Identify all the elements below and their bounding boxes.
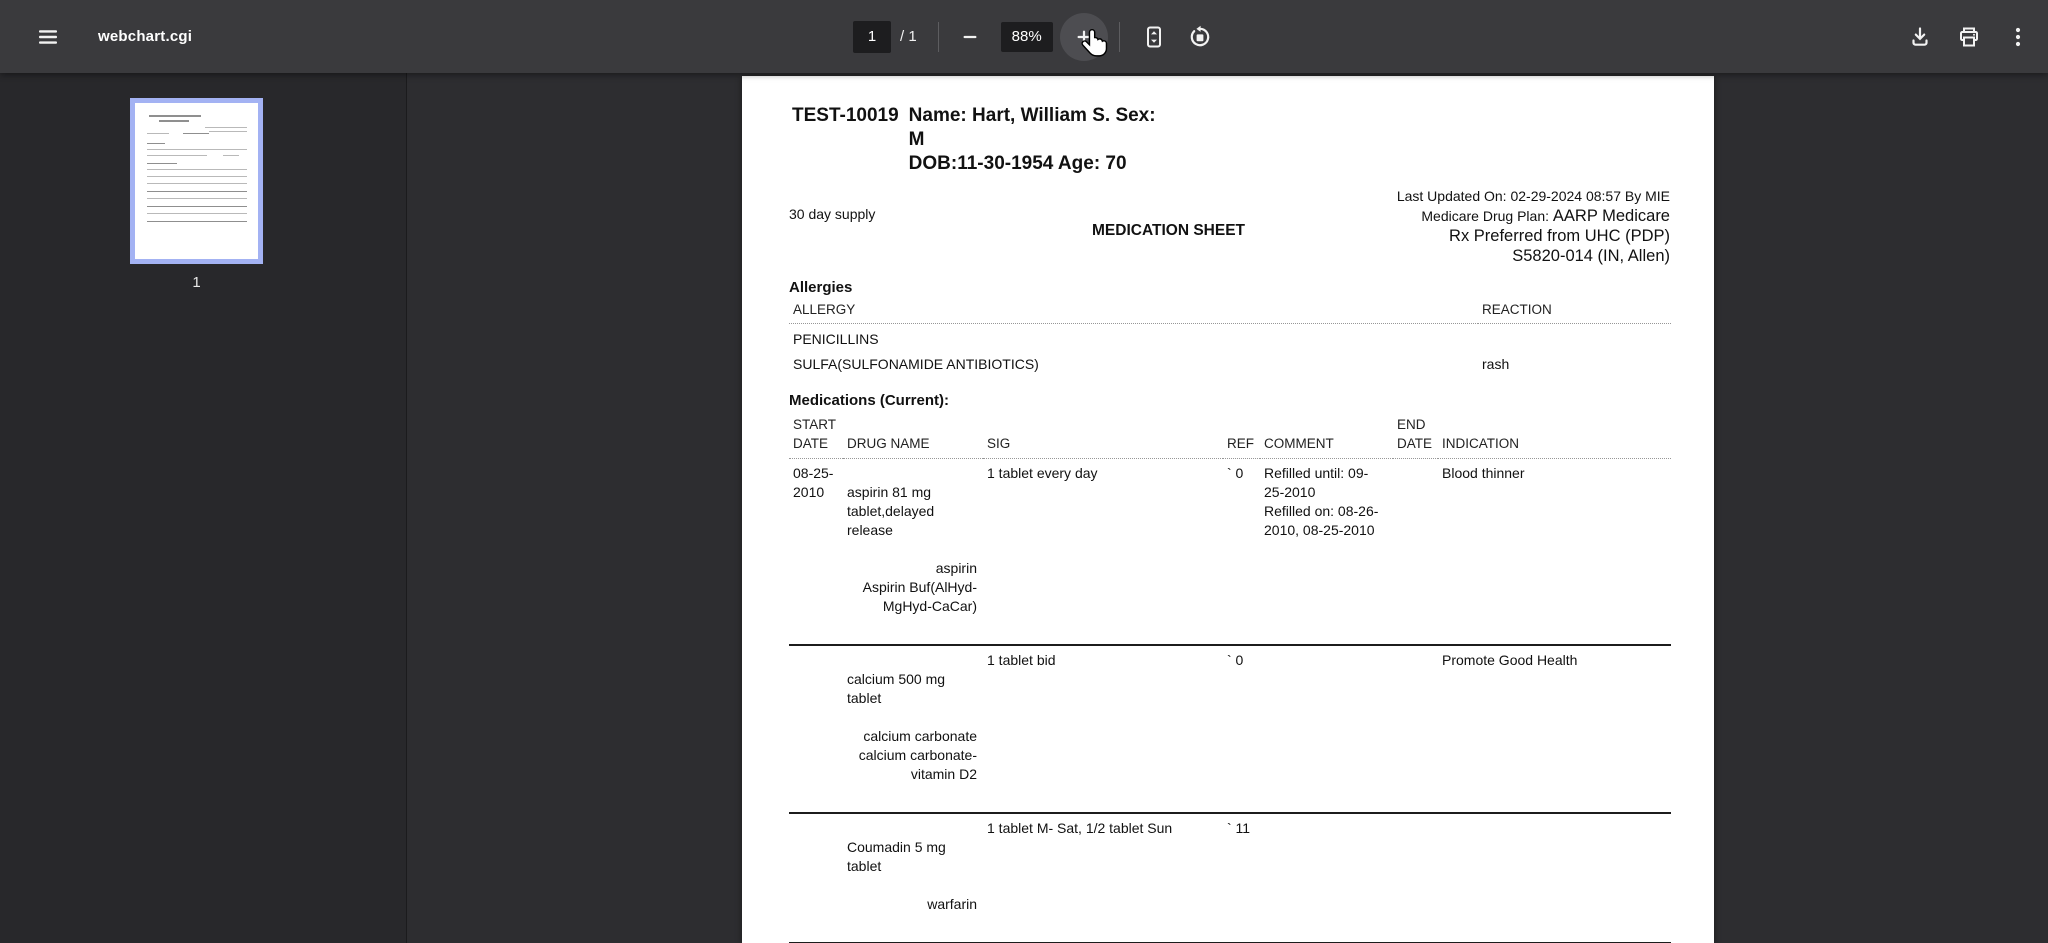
document-meta: Last Updated On: 02-29-2024 08:57 By MIE… bbox=[1397, 186, 1670, 266]
fit-page-button[interactable] bbox=[1136, 19, 1172, 55]
plan-value-3: S5820-014 (IN, Allen) bbox=[1512, 247, 1670, 265]
patient-details: Name: Hart, William S. Sex: M DOB:11-30-… bbox=[908, 105, 1156, 174]
rotate-ccw-icon bbox=[1188, 25, 1212, 49]
thumbnail-selection-border bbox=[130, 98, 263, 264]
allergy-row: PENICILLINS bbox=[789, 324, 1671, 350]
zoom-in-button[interactable] bbox=[1066, 19, 1102, 55]
download-button[interactable] bbox=[1902, 19, 1938, 55]
med-drug-cell: Coumadin 5 mg tablet warfarin bbox=[843, 813, 983, 943]
med-end-date bbox=[1393, 813, 1438, 943]
med-start-date bbox=[789, 813, 843, 943]
col-indication: INDICATION bbox=[1438, 413, 1671, 459]
med-drug-name: Coumadin 5 mg tablet bbox=[847, 839, 946, 874]
med-indication: Blood thinner bbox=[1438, 458, 1671, 646]
plan-value-2: Rx Preferred from UHC (PDP) bbox=[1449, 227, 1670, 245]
col-drug-name: DRUG NAME bbox=[843, 413, 983, 459]
med-drug-generic: warfarin bbox=[927, 896, 977, 912]
med-drug-cell: aspirin 81 mg tablet,delayed release asp… bbox=[843, 458, 983, 646]
med-comment bbox=[1260, 813, 1393, 943]
medications-body: 08-25-2010 aspirin 81 mg tablet,delayed … bbox=[789, 458, 1671, 943]
thumbnail-page-preview bbox=[135, 103, 258, 259]
more-options-button[interactable] bbox=[2000, 19, 2036, 55]
allergy-name: SULFA(SULFONAMIDE ANTIBIOTICS) bbox=[793, 356, 1039, 372]
page-number-input[interactable] bbox=[853, 20, 891, 53]
document-page: TEST-10019 Name: Hart, William S. Sex: M… bbox=[742, 76, 1714, 943]
med-drug-generic: aspirin Aspirin Buf(AlHyd-MgHyd-CaCar) bbox=[862, 560, 977, 614]
rotate-ccw-button[interactable] bbox=[1182, 19, 1218, 55]
med-sig: 1 tablet every day bbox=[983, 458, 1223, 646]
allergy-name: PENICILLINS bbox=[793, 331, 879, 347]
zoom-out-icon bbox=[959, 26, 981, 48]
document-title: webchart.cgi bbox=[98, 28, 193, 45]
thumbnail-sidebar: 1 bbox=[0, 73, 407, 943]
col-ref: REF bbox=[1223, 413, 1260, 459]
med-sig: 1 tablet M- Sat, 1/2 tablet Sun bbox=[983, 813, 1223, 943]
med-start-date: 08-25-2010 bbox=[789, 458, 843, 646]
medications-section: Medications (Current): START DATE DRUG N… bbox=[789, 392, 1673, 943]
med-ref: ` 11 bbox=[1223, 813, 1260, 943]
medications-heading: Medications (Current): bbox=[789, 392, 950, 409]
zoom-in-hover-highlight bbox=[1059, 12, 1108, 61]
plan-label: Medicare Drug Plan: bbox=[1421, 208, 1553, 224]
menu-button[interactable] bbox=[30, 19, 66, 55]
med-sig: 1 tablet bid bbox=[983, 645, 1223, 814]
medication-row: calcium 500 mg tablet calcium carbonate … bbox=[789, 645, 1671, 814]
med-drug-name: calcium 500 mg tablet bbox=[847, 671, 946, 706]
reaction-column-header: REACTION bbox=[1478, 300, 1671, 324]
col-sig: SIG bbox=[983, 413, 1223, 459]
toolbar-divider bbox=[937, 21, 939, 52]
toolbar: webchart.cgi / 1 88% bbox=[0, 0, 2048, 73]
allergies-heading: Allergies bbox=[789, 279, 853, 296]
med-end-date bbox=[1393, 458, 1438, 646]
allergy-column-header: ALLERGY bbox=[789, 300, 1478, 324]
print-button[interactable] bbox=[1951, 19, 1987, 55]
med-indication: Promote Good Health bbox=[1438, 645, 1671, 814]
med-comment bbox=[1260, 645, 1393, 814]
allergy-row: SULFA(SULFONAMIDE ANTIBIOTICS) rash bbox=[789, 349, 1671, 374]
zoom-level: 88% bbox=[1000, 21, 1053, 52]
print-icon bbox=[1957, 25, 1981, 49]
zoom-out-button[interactable] bbox=[952, 19, 988, 55]
allergies-section: Allergies ALLERGY REACTION PENICILLINS S… bbox=[789, 279, 1673, 374]
plan-value-1: AARP Medicare bbox=[1552, 207, 1670, 225]
more-vertical-icon bbox=[2006, 25, 2030, 49]
toolbar-divider bbox=[1118, 21, 1120, 52]
page-count: / 1 bbox=[900, 28, 917, 45]
med-ref: ` 0 bbox=[1223, 458, 1260, 646]
med-comment: Refilled until: 09-25-2010 Refilled on: … bbox=[1260, 458, 1393, 646]
zoom-in-icon bbox=[1073, 26, 1095, 48]
last-updated: Last Updated On: 02-29-2024 08:57 By MIE bbox=[1396, 188, 1670, 204]
col-comment: COMMENT bbox=[1260, 413, 1393, 459]
col-end-date: END DATE bbox=[1393, 413, 1438, 459]
allergy-reaction bbox=[1478, 324, 1671, 350]
supply-note: 30 day supply bbox=[789, 206, 876, 222]
pdf-viewport[interactable]: TEST-10019 Name: Hart, William S. Sex: M… bbox=[407, 73, 2048, 943]
menu-icon bbox=[36, 25, 60, 49]
medications-header-row: START DATE DRUG NAME SIG REF COMMENT END… bbox=[789, 413, 1671, 459]
thumbnail-page-number: 1 bbox=[192, 274, 201, 291]
fit-page-icon bbox=[1142, 25, 1166, 49]
col-start-date: START DATE bbox=[789, 413, 843, 459]
sheet-title: MEDICATION SHEET bbox=[1092, 222, 1245, 239]
med-ref: ` 0 bbox=[1223, 645, 1260, 814]
patient-id: TEST-10019 bbox=[792, 105, 899, 126]
med-drug-generic: calcium carbonate calcium carbonate-vita… bbox=[858, 728, 977, 782]
medication-row: Coumadin 5 mg tablet warfarin 1 tablet M… bbox=[789, 813, 1671, 943]
download-icon bbox=[1908, 25, 1932, 49]
allergy-reaction: rash bbox=[1482, 356, 1510, 372]
med-drug-cell: calcium 500 mg tablet calcium carbonate … bbox=[843, 645, 983, 814]
medication-row: 08-25-2010 aspirin 81 mg tablet,delayed … bbox=[789, 458, 1671, 646]
patient-header: TEST-10019 Name: Hart, William S. Sex: M… bbox=[792, 104, 1156, 176]
med-drug-name: aspirin 81 mg tablet,delayed release bbox=[847, 484, 935, 538]
page-thumbnail[interactable]: 1 bbox=[130, 98, 263, 291]
med-start-date bbox=[789, 645, 843, 814]
allergies-body: PENICILLINS SULFA(SULFONAMIDE ANTIBIOTIC… bbox=[789, 324, 1671, 375]
med-indication bbox=[1438, 813, 1671, 943]
med-end-date bbox=[1393, 645, 1438, 814]
